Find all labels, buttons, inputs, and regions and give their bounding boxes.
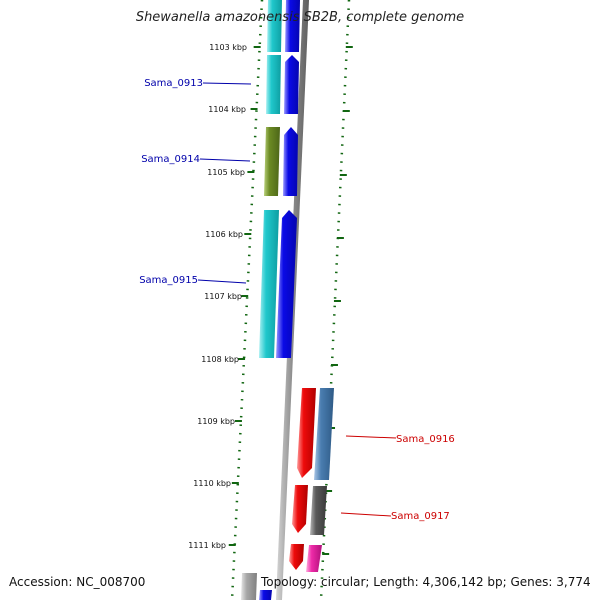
tick-label-1109: 1109 kbp	[197, 417, 235, 426]
gene-sama-0913-blue[interactable]	[284, 55, 299, 114]
leader-line-sama-0913	[202, 82, 252, 85]
tick-label-1110: 1110 kbp	[193, 479, 231, 488]
topology-text: Topology: circular; Length: 4,306,142 bp…	[261, 575, 591, 589]
map-title: Shewanella amazonensis SB2B, complete ge…	[135, 10, 465, 25]
tick-label-1108: 1108 kbp	[201, 355, 239, 364]
gene-top-cyan[interactable]	[267, 0, 282, 52]
gene-sama-0915-blue[interactable]	[276, 210, 297, 358]
leader-line-sama-0916	[345, 435, 397, 439]
tick-label-1111: 1111 kbp	[188, 541, 226, 550]
gene-bottom-lightgray[interactable]	[241, 573, 257, 600]
tick-label-1107: 1107 kbp	[204, 292, 242, 301]
leader-line-sama-0917	[340, 512, 392, 517]
gene-sama-0915-cyan[interactable]	[259, 210, 279, 358]
gene-label-sama-0914[interactable]: Sama_0914	[141, 154, 200, 165]
gene-sama-0916-red[interactable]	[297, 388, 316, 478]
gene-label-sama-0913[interactable]: Sama_0913	[144, 78, 203, 89]
tick-marks-left	[228, 46, 261, 546]
tick-label-1103: 1103 kbp	[209, 43, 247, 52]
gene-sama-0917-red[interactable]	[292, 485, 308, 533]
gene-bottom-magenta[interactable]	[306, 545, 322, 572]
gene-bottom-blue[interactable]	[259, 590, 272, 600]
gene-bottom-red[interactable]	[289, 544, 304, 570]
gene-top-blue[interactable]	[285, 0, 300, 52]
leader-line-sama-0914	[199, 158, 251, 162]
tick-label-1106: 1106 kbp	[205, 230, 243, 239]
gene-sama-0914-blue[interactable]	[283, 127, 298, 196]
gene-sama-0916-steelblue[interactable]	[314, 388, 334, 480]
gene-sama-0917-gray[interactable]	[310, 486, 327, 535]
gene-sama-0913-cyan[interactable]	[266, 55, 281, 114]
tick-label-1104: 1104 kbp	[208, 105, 246, 114]
gene-sama-0914-olive[interactable]	[264, 127, 280, 196]
gene-label-sama-0915[interactable]: Sama_0915	[139, 275, 198, 286]
accession-text: Accession: NC_008700	[9, 575, 146, 589]
gene-label-sama-0917[interactable]: Sama_0917	[391, 511, 450, 522]
leader-line-sama-0915	[197, 279, 247, 284]
tick-label-1105: 1105 kbp	[207, 168, 245, 177]
gene-label-sama-0916[interactable]: Sama_0916	[396, 434, 455, 445]
